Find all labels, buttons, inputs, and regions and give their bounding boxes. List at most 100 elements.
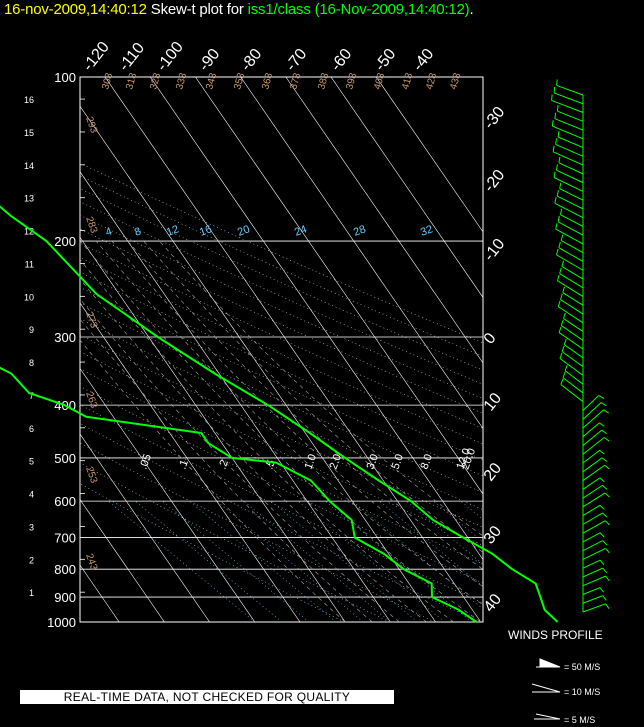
- mixing-ratio-line: [352, 500, 483, 610]
- isotherm-line: [104, 77, 482, 622]
- wind-barb: [557, 221, 584, 236]
- isotherm-line: [80, 302, 301, 622]
- mixing-ratio-line: [216, 500, 364, 622]
- isotherm-line: [240, 77, 483, 430]
- dry-adiabat-line: [80, 162, 483, 344]
- wind-barb: [560, 214, 584, 227]
- pressure-tick-label: 800: [54, 562, 76, 577]
- moist-adiabat-line: [80, 259, 454, 622]
- isotherm-right-label: 30: [481, 523, 505, 548]
- dry-adiabat-line: [80, 175, 483, 357]
- title-datetime: (16-Nov-2009,14:40:12): [314, 1, 470, 18]
- dry-adiabat-line: [80, 368, 483, 565]
- dry-adiabat-label: 313: [124, 71, 139, 90]
- wind-barb-flag: [602, 595, 607, 601]
- title-label: Skew-t plot for: [150, 1, 244, 18]
- wind-barb: [582, 449, 600, 464]
- wind-barb-flag: [603, 437, 610, 442]
- wind-barb-flag: [557, 300, 561, 307]
- isotherm-right-label: 0: [481, 330, 500, 348]
- wind-barb-flag: [555, 164, 558, 171]
- isotherm-line: [149, 77, 483, 561]
- isotherm-top-label: -110: [116, 40, 148, 75]
- wind-barb: [558, 332, 584, 350]
- wind-barb: [561, 351, 584, 368]
- grid-layer: [79, 76, 484, 623]
- wind-barb: [554, 118, 584, 131]
- height-tick-label: 1: [29, 588, 34, 598]
- wind-barb-flag: [562, 371, 566, 378]
- wind-barb-flag: [599, 449, 605, 455]
- legend-barb-50: [536, 658, 561, 668]
- title-station: iss1/class: [247, 1, 311, 18]
- wind-barb-flag: [605, 548, 610, 554]
- height-tick-label: 2: [29, 555, 34, 565]
- wind-barb-flag: [560, 293, 563, 300]
- wind-barb: [582, 409, 605, 429]
- wind-barb-flag: [561, 345, 565, 352]
- mixing-ratio-label: 28: [352, 223, 368, 238]
- wind-barb-flag: [564, 364, 568, 371]
- wind-barb: [582, 595, 603, 604]
- wind-barb-flag: [559, 352, 563, 359]
- dry-adiabat-line: [80, 228, 483, 414]
- moist-adiabat-label: 8.0: [419, 453, 436, 471]
- wind-barb-flag: [599, 422, 605, 427]
- legend-barb-5: [534, 713, 561, 720]
- wind-barb: [561, 266, 584, 280]
- wind-barb: [557, 306, 584, 324]
- wind-barb-flag: [599, 477, 605, 483]
- moist-adiabat-line: [80, 318, 373, 622]
- title-timestamp: 16-nov-2009,14:40:12: [4, 1, 147, 18]
- wind-barb: [582, 567, 603, 578]
- wind-barb-flag: [602, 540, 608, 546]
- wind-barb-flag: [558, 241, 561, 248]
- wind-barb-flag: [556, 105, 559, 112]
- moist-adiabat-line: [111, 240, 483, 588]
- wind-barb-flag: [601, 429, 607, 435]
- pressure-tick-label: 100: [54, 70, 76, 85]
- mixing-ratio-line: [270, 500, 418, 622]
- dry-adiabat-label: 373: [288, 71, 303, 90]
- wind-barb-flag: [556, 248, 559, 255]
- pressure-tick-label: 1000: [47, 615, 76, 630]
- dewpoint-profile: [0, 366, 477, 623]
- height-tick-label: 10: [24, 292, 34, 302]
- wind-barb-flag: [559, 208, 563, 215]
- wind-barb: [556, 254, 584, 271]
- dry-adiabat-line: [80, 318, 483, 511]
- wind-barb: [562, 377, 584, 394]
- moist-adiabat-label: .5: [264, 458, 278, 471]
- wind-barb: [559, 273, 584, 289]
- wind-barb-flag: [562, 286, 565, 293]
- dry-adiabat-line: [80, 334, 483, 528]
- wind-barb: [557, 110, 584, 122]
- mixing-ratio-line: [189, 500, 337, 622]
- isotherm-line: [375, 77, 483, 233]
- wind-barb-flag: [551, 94, 553, 101]
- wind-barb-flag: [599, 504, 605, 510]
- moist-adiabat-line: [80, 240, 481, 622]
- isotherm-top-label: -100: [154, 39, 187, 75]
- isotherm-line: [80, 433, 210, 622]
- wind-barb-flag: [555, 138, 558, 145]
- wind-barb-flag: [553, 86, 556, 94]
- wind-barb: [560, 240, 584, 254]
- wind-legend-5: = 5 M/S: [564, 715, 596, 725]
- moist-adiabat-line: [95, 240, 483, 606]
- height-tick-label: 11: [25, 259, 34, 269]
- mixing-ratio-label: 20: [236, 223, 252, 238]
- wind-barb-flag: [555, 223, 558, 230]
- wind-barb: [561, 325, 584, 341]
- wind-barb: [582, 559, 601, 569]
- dry-adiabat-line: [80, 257, 483, 445]
- wind-barb-flag: [560, 319, 564, 326]
- wind-barb-flag: [560, 378, 564, 385]
- wind-barb-flag: [554, 112, 557, 119]
- dry-adiabat-label: 403: [372, 71, 387, 90]
- wind-barb-flag: [599, 559, 605, 566]
- wind-barb-flag: [554, 197, 557, 204]
- isotherm-right-label: -10: [481, 236, 509, 265]
- wind-barb-flag: [558, 156, 561, 163]
